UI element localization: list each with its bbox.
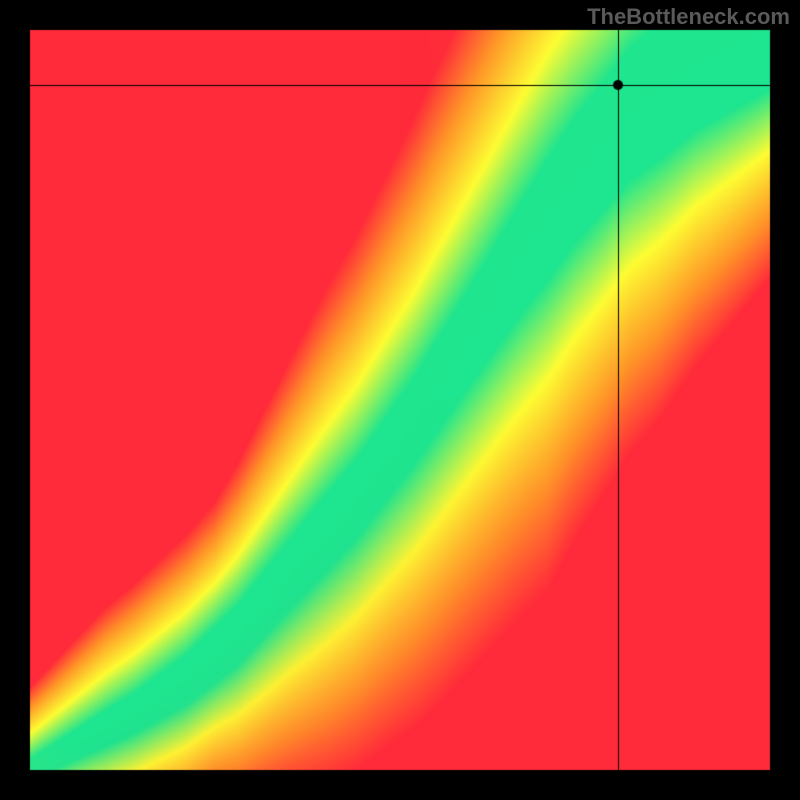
heatmap-canvas [0, 0, 800, 800]
heatmap-container: TheBottleneck.com [0, 0, 800, 800]
watermark-text: TheBottleneck.com [587, 4, 790, 30]
